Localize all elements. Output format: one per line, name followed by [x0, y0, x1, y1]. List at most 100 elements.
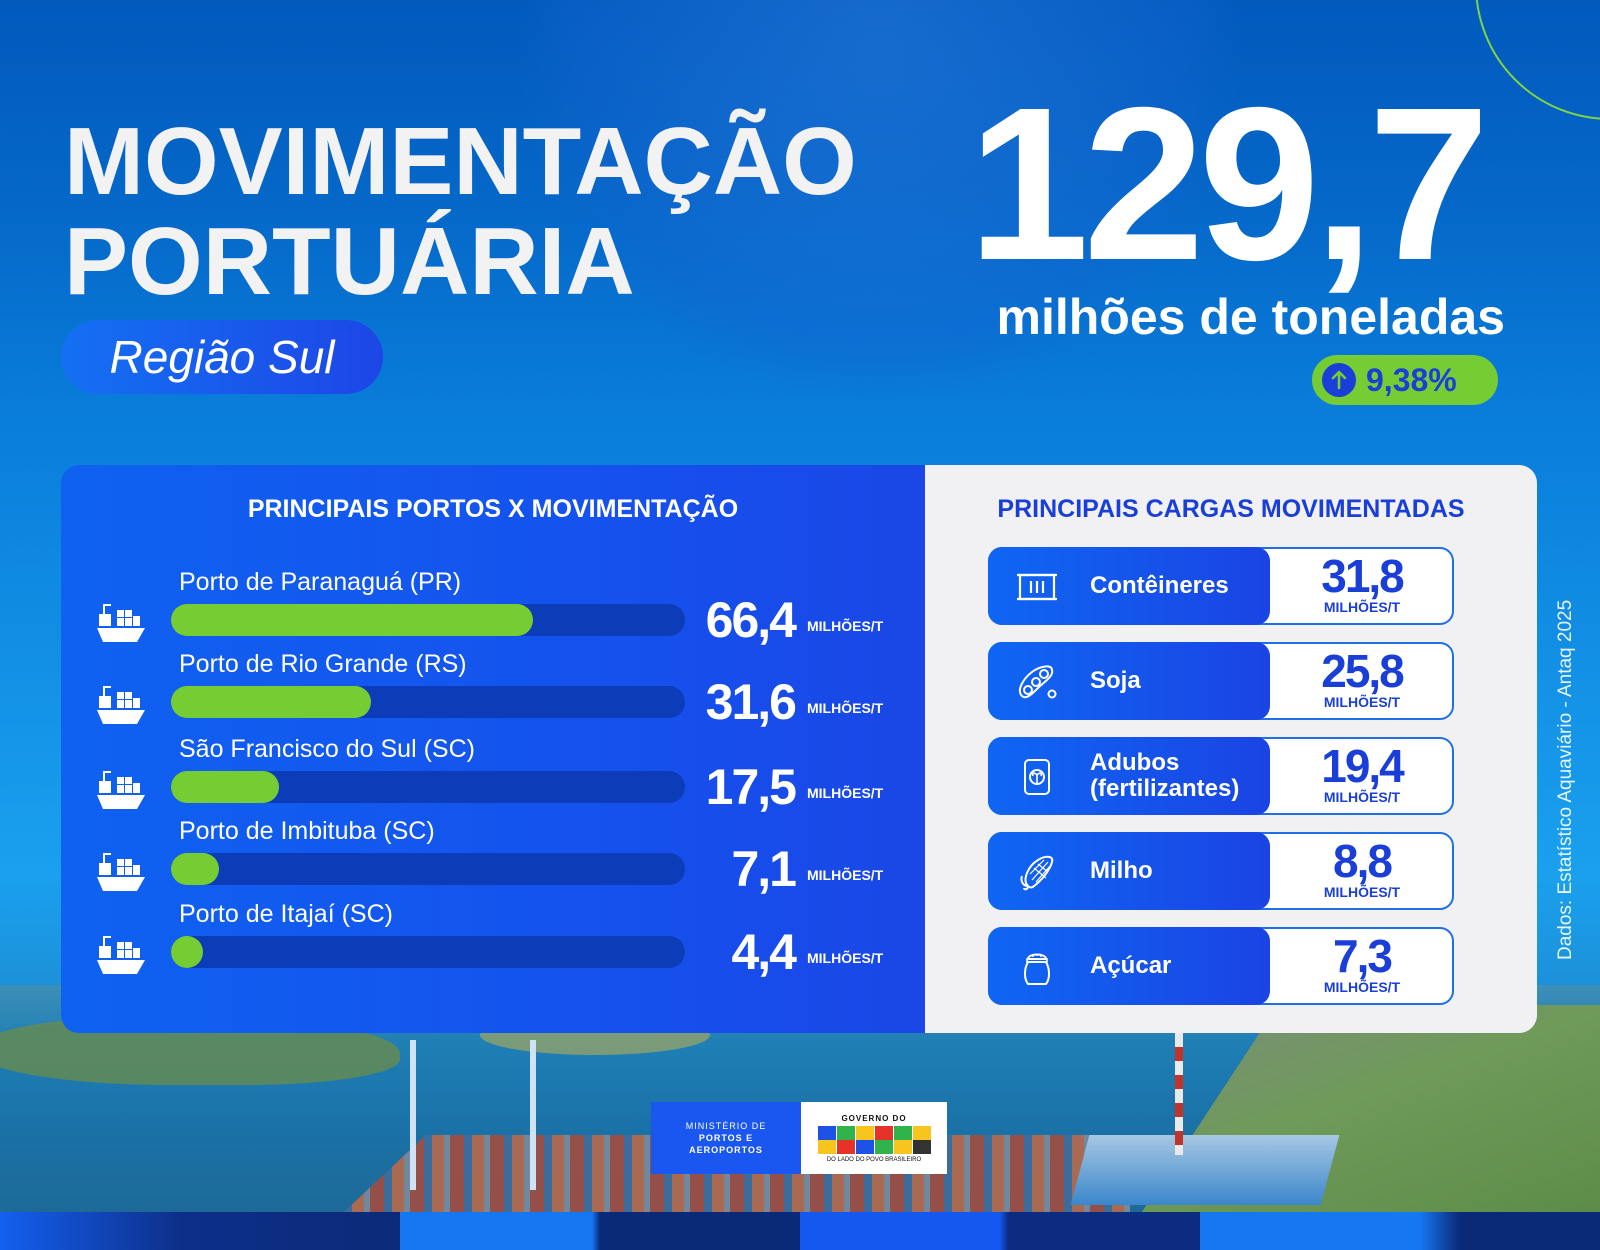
port-row: Porto de Rio Grande (RS) 31,6 MILHÕES/T — [61, 650, 925, 730]
port-value: 7,1 — [731, 841, 797, 897]
brasil-wordmark-icon — [817, 1125, 931, 1154]
container-icon — [1017, 573, 1057, 601]
cargo-unit: MILHÕES/T — [1323, 599, 1401, 615]
cargo-ship-icon — [97, 771, 145, 809]
cargo-ship-icon — [97, 936, 145, 974]
port-value: 31,6 — [705, 674, 797, 730]
cargo-label-block: Milho — [988, 832, 1270, 910]
photo-crane — [410, 1040, 416, 1190]
ministry-line1: MINISTÉRIO DE — [685, 1121, 767, 1131]
data-source-note: Dados: Estatístico Aquaviário - Antaq 20… — [1555, 599, 1576, 960]
total-unit: milhões de toneladas — [996, 289, 1505, 345]
progress-fill — [171, 936, 203, 968]
progress-track — [171, 604, 685, 636]
ports-panel-title: PRINCIPAIS PORTOS X MOVIMENTAÇÃO — [247, 495, 739, 523]
ministry-line3: AEROPORTOS — [689, 1145, 763, 1155]
growth-value: 9,38% — [1366, 361, 1457, 398]
cargo-value: 8,8 — [1333, 835, 1393, 887]
cargo-name-line1: Adubos — [1090, 749, 1180, 776]
cargo-name: Açúcar — [1090, 952, 1172, 979]
progress-fill — [171, 686, 371, 718]
progress-fill — [171, 853, 219, 885]
photo-warehouse — [1070, 1135, 1340, 1205]
port-unit: MILHÕES/T — [807, 700, 884, 716]
cargo-row: Soja 25,8 MILHÕES/T — [988, 642, 1454, 720]
governo-brasil-logo: GOVERNO DO DO LADO DO POVO BRASILEIRO — [801, 1102, 947, 1174]
band-segment — [1200, 1212, 1600, 1250]
port-name: Porto de Itajaí (SC) — [179, 900, 393, 928]
band-segment — [800, 1212, 1200, 1250]
port-row: São Francisco do Sul (SC) 17,5 MILHÕES/T — [61, 735, 925, 815]
cargo-label-block: Açúcar — [988, 927, 1270, 1005]
total-value: 129,7 — [968, 63, 1490, 306]
progress-track — [171, 686, 685, 718]
photo-crane — [530, 1040, 536, 1190]
bottom-decorative-band — [0, 1212, 1600, 1250]
cargo-panel-title: PRINCIPAIS CARGAS MOVIMENTADAS — [997, 495, 1465, 523]
cargo-row: Contêineres 31,8 MILHÕES/T — [988, 547, 1454, 625]
title-line-1: MOVIMENTAÇÃO — [64, 108, 857, 215]
cargo-panel: PRINCIPAIS CARGAS MOVIMENTADAS Contêiner… — [925, 465, 1537, 1033]
progress-track — [171, 936, 685, 968]
page-title: MOVIMENTAÇÃO PORTUÁRIA — [64, 112, 857, 312]
port-row: Porto de Imbituba (SC) 7,1 MILHÕES/T — [61, 817, 925, 897]
cargo-unit: MILHÕES/T — [1323, 884, 1401, 900]
port-value: 66,4 — [705, 592, 797, 648]
progress-track — [171, 771, 685, 803]
gov-line1: GOVERNO DO — [841, 1113, 907, 1123]
cargo-ship-icon — [97, 604, 145, 642]
port-unit: MILHÕES/T — [807, 867, 884, 883]
cargo-label-block: Soja — [988, 642, 1270, 720]
region-label: Região Sul — [109, 331, 335, 383]
progress-fill — [171, 604, 533, 636]
cargo-name: Soja — [1090, 667, 1141, 694]
cargo-value: 7,3 — [1333, 930, 1393, 982]
arrow-up-icon — [1322, 363, 1356, 397]
cargo-row: Açúcar 7,3 MILHÕES/T — [988, 927, 1454, 1005]
progress-fill — [171, 771, 279, 803]
ports-panel: PRINCIPAIS PORTOS X MOVIMENTAÇÃO Porto d… — [61, 465, 925, 1033]
cargo-unit: MILHÕES/T — [1323, 979, 1401, 995]
cargo-row: Adubos (fertilizantes) 19,4 MILHÕES/T — [988, 737, 1454, 815]
cargo-ship-icon — [97, 686, 145, 724]
fertilizer-bag-icon — [1024, 759, 1050, 795]
cargo-name: Adubos (fertilizantes) — [1090, 737, 1239, 815]
gov-tagline: DO LADO DO POVO BRASILEIRO — [826, 1156, 922, 1163]
port-name: Porto de Imbituba (SC) — [179, 817, 435, 845]
port-row: Porto de Itajaí (SC) 4,4 MILHÕES/T — [61, 900, 925, 980]
region-badge: Região Sul — [61, 320, 383, 394]
title-line-2: PORTUÁRIA — [64, 208, 635, 315]
port-unit: MILHÕES/T — [807, 785, 884, 801]
port-value: 4,4 — [731, 924, 797, 980]
port-name: Porto de Paranaguá (PR) — [179, 568, 462, 596]
port-value: 17,5 — [705, 759, 797, 815]
ministry-line2: PORTOS E — [698, 1133, 754, 1143]
ministry-logo: MINISTÉRIO DE PORTOS E AEROPORTOS — [651, 1102, 801, 1174]
cargo-unit: MILHÕES/T — [1323, 694, 1401, 710]
cargo-unit: MILHÕES/T — [1323, 789, 1401, 805]
cargo-label-block: Contêineres — [988, 547, 1270, 625]
band-segment — [0, 1212, 400, 1250]
cargo-ship-icon — [97, 853, 145, 891]
port-unit: MILHÕES/T — [807, 950, 884, 966]
port-name: São Francisco do Sul (SC) — [179, 735, 475, 763]
growth-badge: 9,38% — [1312, 355, 1498, 405]
cargo-name: Milho — [1090, 857, 1153, 884]
band-segment — [400, 1212, 800, 1250]
cargo-name: Contêineres — [1090, 572, 1229, 599]
photo-chimney — [1175, 1005, 1183, 1155]
soybean-icon — [1018, 665, 1057, 699]
port-name: Porto de Rio Grande (RS) — [179, 650, 467, 678]
footer-logos: MINISTÉRIO DE PORTOS E AEROPORTOS GOVERN… — [651, 1102, 947, 1174]
cargo-value: 25,8 — [1321, 645, 1405, 697]
sugar-sack-icon — [1024, 953, 1050, 985]
corn-icon — [1020, 855, 1054, 891]
cargo-value: 19,4 — [1321, 740, 1405, 792]
cargo-row: Milho 8,8 MILHÕES/T — [988, 832, 1454, 910]
port-unit: MILHÕES/T — [807, 618, 884, 634]
cargo-name-line2: (fertilizantes) — [1090, 775, 1240, 802]
cargo-label-block: Adubos (fertilizantes) — [988, 737, 1270, 815]
cargo-value: 31,8 — [1321, 550, 1405, 602]
progress-track — [171, 853, 685, 885]
port-row: Porto de Paranaguá (PR) 66,4 MILHÕES/T — [61, 568, 925, 648]
